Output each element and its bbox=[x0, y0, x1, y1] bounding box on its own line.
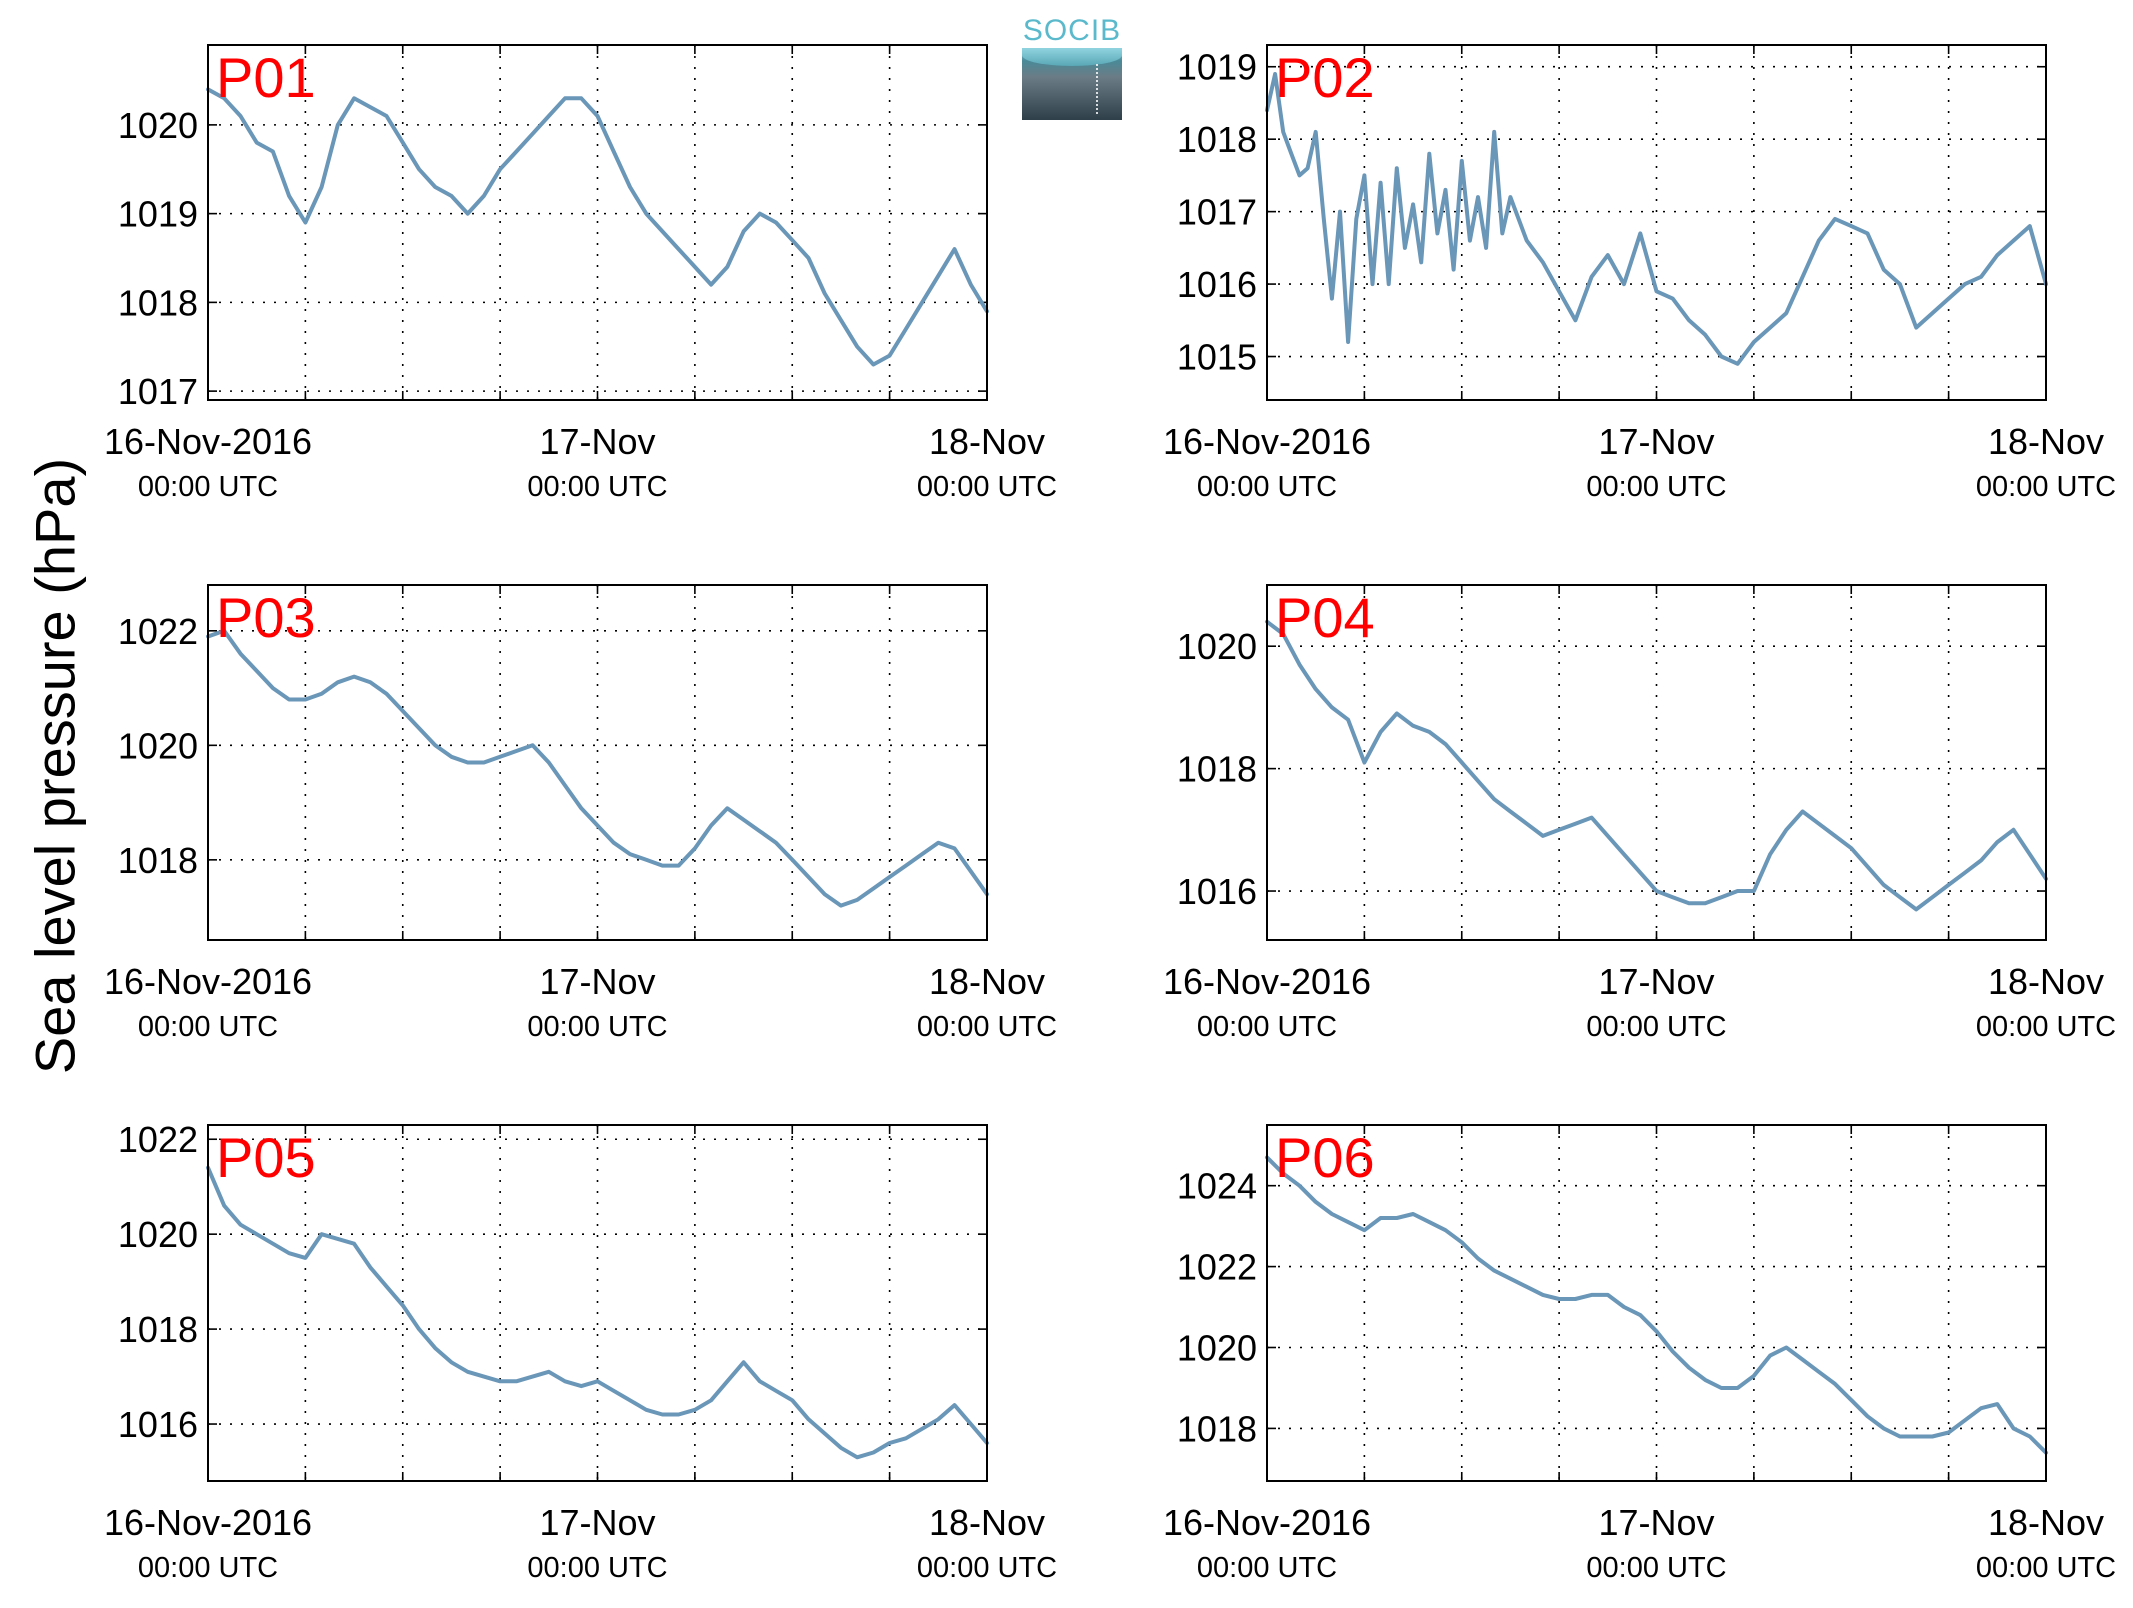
y-tick-label: 1018 bbox=[118, 282, 198, 323]
x-tick-time: 00:00 UTC bbox=[1976, 1552, 2116, 1584]
y-tick-label: 1020 bbox=[118, 1214, 198, 1255]
x-tick-time: 00:00 UTC bbox=[1976, 471, 2116, 503]
axes-frame bbox=[1266, 44, 2047, 401]
panel-label: P01 bbox=[216, 46, 316, 109]
x-tick-time: 00:00 UTC bbox=[1197, 1552, 1337, 1584]
x-tick-time: 00:00 UTC bbox=[527, 1011, 667, 1043]
x-tick-date: 18-Nov bbox=[929, 961, 1045, 1002]
y-tick-label: 1015 bbox=[1177, 337, 1257, 378]
panel-label: P06 bbox=[1275, 1126, 1375, 1189]
y-tick-label: 1020 bbox=[1177, 626, 1257, 667]
y-tick-label: 1018 bbox=[1177, 1408, 1257, 1449]
y-tick-label: 1022 bbox=[118, 1119, 198, 1160]
x-tick-time: 00:00 UTC bbox=[1976, 1011, 2116, 1043]
x-tick-date: 18-Nov bbox=[1988, 1502, 2104, 1543]
x-tick-date: 18-Nov bbox=[1988, 961, 2104, 1002]
x-tick-date: 17-Nov bbox=[1598, 421, 1714, 462]
chart-panel-p03: 1018 1020 1022 16-Nov-2016 00:00 UTC 17-Nov 00… bbox=[104, 584, 1057, 1043]
x-tick-time: 00:00 UTC bbox=[1586, 1552, 1726, 1584]
axes-frame bbox=[1266, 584, 2047, 941]
series-line-p02 bbox=[1265, 72, 2048, 366]
axes-frame bbox=[207, 44, 988, 401]
x-tick-time: 00:00 UTC bbox=[1586, 471, 1726, 503]
x-tick-date: 16-Nov-2016 bbox=[1163, 1502, 1371, 1543]
chart-panel-p05: 1016 1018 1020 1022 16-Nov-2016 00:00 UTC 17-N… bbox=[104, 1119, 1057, 1584]
series-line-p06 bbox=[1265, 1155, 2048, 1455]
x-tick-time: 00:00 UTC bbox=[138, 471, 278, 503]
series-line-p03 bbox=[206, 628, 989, 908]
panel-label: P02 bbox=[1275, 46, 1375, 109]
y-tick-label: 1019 bbox=[118, 194, 198, 235]
series-line-p01 bbox=[206, 87, 989, 367]
x-tick-date: 17-Nov bbox=[539, 1502, 655, 1543]
x-tick-date: 17-Nov bbox=[1598, 1502, 1714, 1543]
x-tick-time: 00:00 UTC bbox=[917, 1011, 1057, 1043]
x-tick-time: 00:00 UTC bbox=[917, 1552, 1057, 1584]
x-tick-date: 18-Nov bbox=[929, 421, 1045, 462]
x-tick-date: 16-Nov-2016 bbox=[1163, 961, 1371, 1002]
axes-frame bbox=[207, 584, 988, 941]
y-tick-label: 1020 bbox=[1177, 1328, 1257, 1369]
x-tick-time: 00:00 UTC bbox=[527, 471, 667, 503]
y-tick-label: 1020 bbox=[118, 725, 198, 766]
x-tick-date: 16-Nov-2016 bbox=[104, 1502, 312, 1543]
x-tick-date: 16-Nov-2016 bbox=[104, 961, 312, 1002]
x-tick-date: 17-Nov bbox=[1598, 961, 1714, 1002]
panel-label: P03 bbox=[216, 586, 316, 649]
x-tick-date: 18-Nov bbox=[1988, 421, 2104, 462]
y-tick-label: 1018 bbox=[118, 840, 198, 881]
y-tick-label: 1016 bbox=[118, 1404, 198, 1445]
series-line-p04 bbox=[1265, 619, 2048, 912]
y-tick-label: 1017 bbox=[1177, 192, 1257, 233]
y-tick-label: 1018 bbox=[1177, 119, 1257, 160]
logo-text: SOCIB bbox=[1022, 14, 1122, 47]
axes-frame bbox=[1266, 1124, 2047, 1482]
chart-panel-p02: 1015 1016 1017 1018 1019 16-Nov-2016 00:00 UTC… bbox=[1163, 44, 2116, 503]
y-tick-label: 1018 bbox=[1177, 749, 1257, 790]
x-tick-time: 00:00 UTC bbox=[1197, 1011, 1337, 1043]
panel-label: P04 bbox=[1275, 586, 1375, 649]
logo-tick bbox=[1096, 64, 1100, 114]
socib-logo: SOCIB bbox=[1022, 14, 1122, 120]
x-tick-time: 00:00 UTC bbox=[917, 471, 1057, 503]
panel-label: P05 bbox=[216, 1126, 316, 1189]
y-tick-label: 1024 bbox=[1177, 1166, 1257, 1207]
y-tick-label: 1016 bbox=[1177, 264, 1257, 305]
series-line-p05 bbox=[206, 1165, 989, 1460]
y-tick-label: 1022 bbox=[118, 611, 198, 652]
x-tick-time: 00:00 UTC bbox=[527, 1552, 667, 1584]
y-tick-label: 1020 bbox=[118, 105, 198, 146]
axes-frame bbox=[207, 1124, 988, 1482]
x-tick-time: 00:00 UTC bbox=[1586, 1011, 1726, 1043]
y-tick-label: 1016 bbox=[1177, 871, 1257, 912]
y-axis-label: Sea level pressure (hPa) bbox=[23, 457, 87, 1075]
y-tick-label: 1019 bbox=[1177, 47, 1257, 88]
logo-wave bbox=[1022, 48, 1122, 66]
y-tick-label: 1017 bbox=[118, 371, 198, 412]
y-tick-label: 1022 bbox=[1177, 1247, 1257, 1288]
x-tick-time: 00:00 UTC bbox=[138, 1011, 278, 1043]
x-tick-date: 16-Nov-2016 bbox=[1163, 421, 1371, 462]
chart-panel-p06: 1018 1020 1022 1024 16-Nov-2016 00:00 UTC 17-N… bbox=[1163, 1124, 2116, 1584]
y-tick-label: 1018 bbox=[118, 1309, 198, 1350]
x-tick-date: 18-Nov bbox=[929, 1502, 1045, 1543]
x-tick-date: 17-Nov bbox=[539, 961, 655, 1002]
x-tick-time: 00:00 UTC bbox=[1197, 471, 1337, 503]
x-tick-date: 16-Nov-2016 bbox=[104, 421, 312, 462]
chart-panel-p04: 1016 1018 1020 16-Nov-2016 00:00 UTC 17-Nov 00… bbox=[1163, 584, 2116, 1043]
x-tick-time: 00:00 UTC bbox=[138, 1552, 278, 1584]
x-tick-date: 17-Nov bbox=[539, 421, 655, 462]
chart-panel-p01: 1017 1018 1019 1020 16-Nov-2016 00:00 UTC 17-N… bbox=[104, 44, 1057, 503]
